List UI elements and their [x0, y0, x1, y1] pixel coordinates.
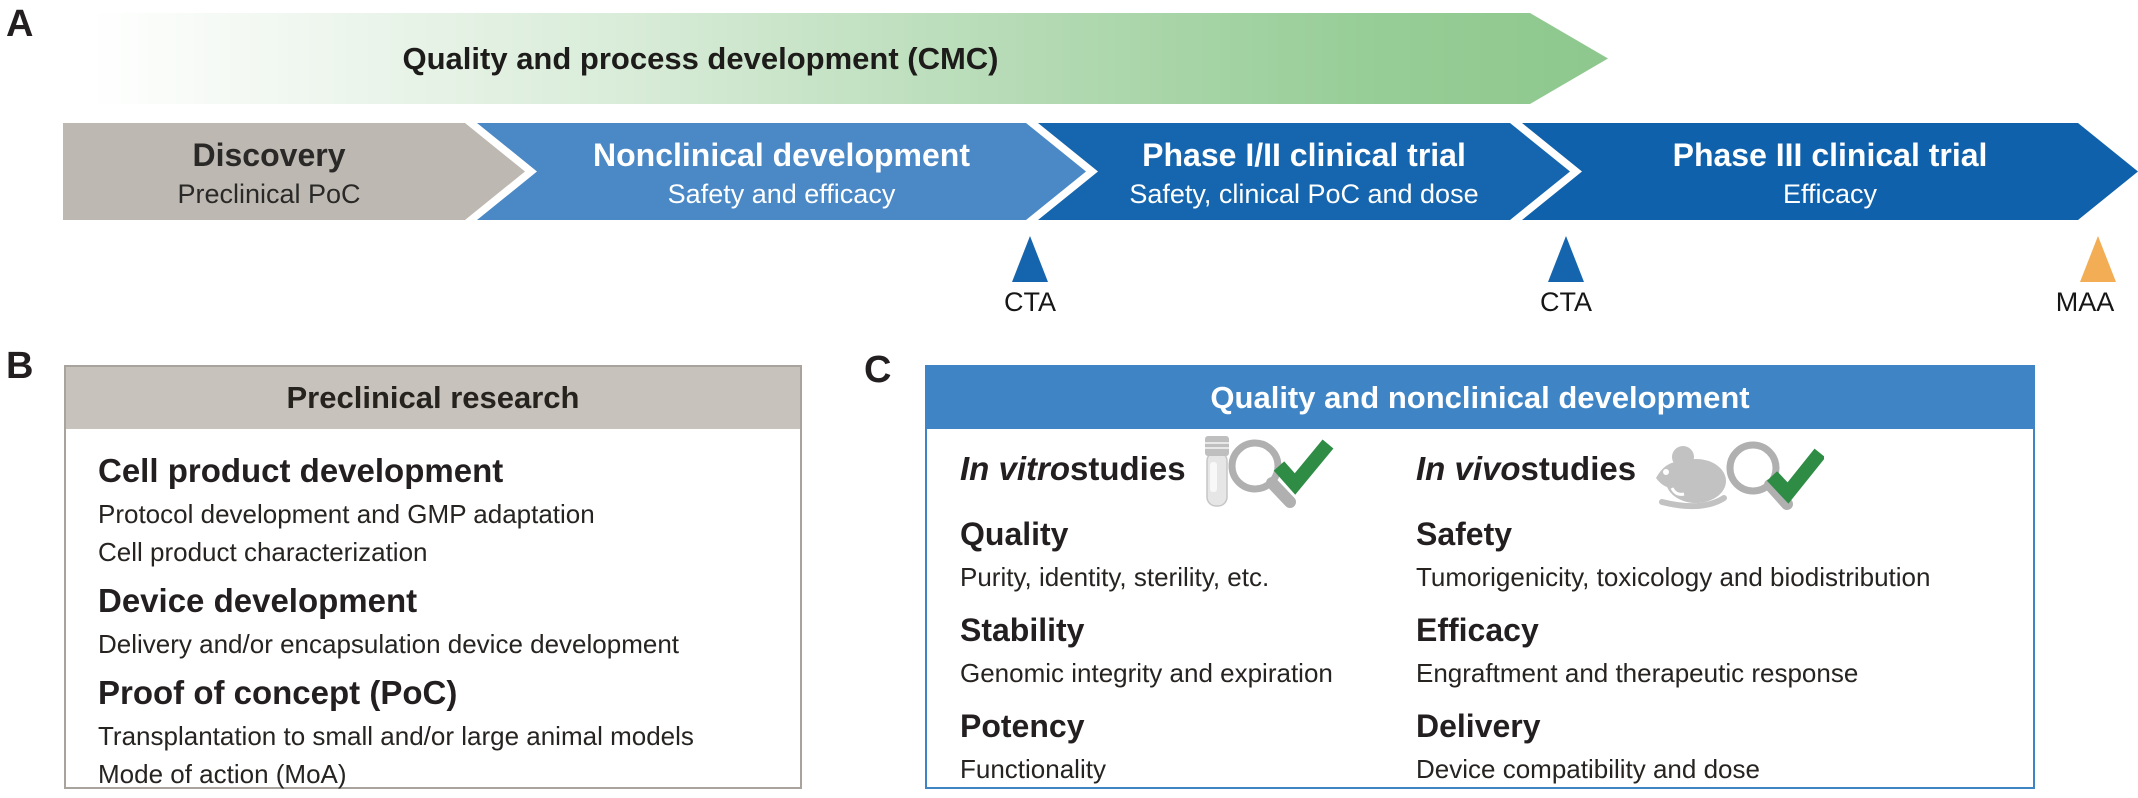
in-vivo-icons: [1656, 441, 1825, 510]
item-desc: Engraftment and therapeutic response: [1416, 658, 1859, 688]
item-desc: Tumorigenicity, toxicology and biodistri…: [1416, 562, 1931, 592]
section-title: Proof of concept (PoC): [98, 674, 458, 711]
stage-title: Phase III clinical trial: [1672, 136, 1988, 173]
magnifier-icon: [1726, 441, 1794, 510]
section-line: Cell product characterization: [98, 537, 428, 567]
stage-discovery: Discovery Preclinical PoC: [63, 123, 525, 220]
section-line: Delivery and/or encapsulation device dev…: [98, 629, 680, 659]
in-vivo-rest: studies: [1520, 450, 1637, 487]
item-title: Potency: [960, 708, 1085, 744]
stage-subtitle: Safety and efficacy: [667, 178, 896, 209]
in-vitro-heading: In vitro studies: [960, 436, 1405, 508]
stage-subtitle: Safety, clinical PoC and dose: [1129, 178, 1479, 209]
quality-nonclinical-box: Quality and nonclinical development In v…: [925, 365, 2035, 789]
quality-nonclinical-body: In vitro studies: [927, 429, 2033, 787]
test-tube-icon: [1204, 436, 1229, 507]
quality-nonclinical-header: Quality and nonclinical development: [927, 367, 2033, 429]
stage-phase-3-trial: Phase III clinical trial Efficacy: [1522, 123, 2138, 220]
in-vivo-italic: In vivo: [1416, 450, 1521, 487]
panel-a-label: A: [6, 3, 34, 45]
item-title: Stability: [960, 612, 1085, 648]
item-title: Efficacy: [1416, 612, 1539, 648]
stage-nonclinical-development: Nonclinical development Safety and effic…: [477, 123, 1086, 220]
item-title: Delivery: [1416, 708, 1541, 744]
panel-c-label: C: [864, 349, 892, 391]
item-title: Safety: [1416, 516, 1513, 552]
stage-subtitle: Efficacy: [1782, 178, 1878, 209]
item-desc: Purity, identity, sterility, etc.: [960, 562, 1270, 592]
section-title: Cell product development: [98, 452, 504, 489]
preclinical-research-body: Cell product development Protocol develo…: [66, 429, 800, 793]
in-vitro-rest: studies: [1070, 450, 1186, 487]
stage-title: Nonclinical development: [593, 136, 970, 173]
maa-marker-icon: [2080, 236, 2116, 282]
maa-marker-label: MAA: [2055, 287, 2115, 317]
cmc-process-arrow: [88, 13, 1608, 104]
preclinical-research-header: Preclinical research: [66, 367, 800, 429]
item-desc: Functionality: [960, 754, 1106, 784]
cta-marker-icon: [1548, 236, 1584, 282]
preclinical-research-box: Preclinical research Cell product develo…: [64, 365, 802, 789]
checkmark-icon: [1766, 448, 1825, 504]
section-title: Device development: [98, 582, 418, 619]
stage-subtitle: Preclinical PoC: [177, 178, 361, 209]
section-line: Mode of action (MoA): [98, 759, 347, 789]
item-title: Quality: [960, 516, 1069, 552]
item-desc: Device compatibility and dose: [1416, 754, 1760, 784]
in-vitro-icons: [1204, 436, 1333, 508]
panel-b-label: B: [6, 345, 34, 387]
checkmark-icon: [1273, 439, 1333, 495]
in-vitro-column: In vitro studies: [960, 436, 1405, 789]
cta-marker-label: CTA: [1540, 287, 1592, 317]
item-desc: Genomic integrity and expiration: [960, 658, 1333, 688]
in-vivo-column: In vivo studies: [1416, 437, 2026, 789]
cta-marker-label: CTA: [1004, 287, 1056, 317]
in-vitro-italic: In vitro: [960, 450, 1071, 487]
cmc-arrow-label: Quality and process development (CMC): [402, 40, 999, 76]
section-line: Protocol development and GMP adaptation: [98, 499, 595, 529]
stage-phase-1-2-trial: Phase I/II clinical trial Safety, clinic…: [1038, 123, 1570, 220]
cta-marker-icon: [1012, 236, 1048, 282]
stage-title: Phase I/II clinical trial: [1142, 136, 1466, 173]
section-line: Transplantation to small and/or large an…: [98, 721, 694, 751]
in-vivo-heading: In vivo studies: [1416, 437, 2026, 510]
stage-title: Discovery: [192, 136, 346, 173]
magnifier-icon: [1228, 439, 1296, 508]
mouse-icon: [1656, 446, 1728, 510]
